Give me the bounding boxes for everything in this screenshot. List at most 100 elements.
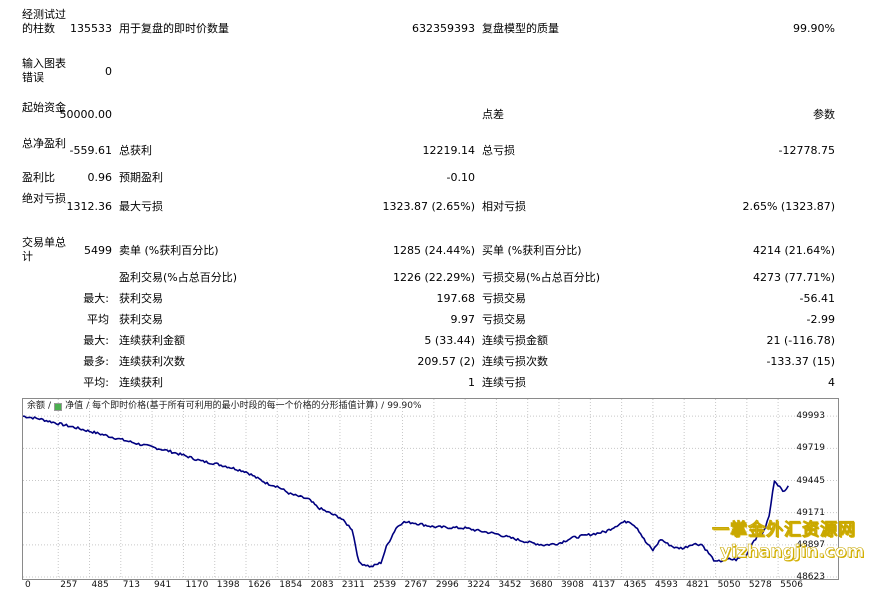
y-tick-label: 48897 <box>796 539 825 550</box>
deposit-label: 起始资金 <box>22 101 66 114</box>
watermark-title: 一掌金外汇资源网 <box>712 520 856 541</box>
x-tick-label: 3452 <box>498 580 522 590</box>
average-prefix: 平均 <box>87 313 109 326</box>
mismatch-label: 输入图表错误 <box>22 57 66 84</box>
chart-description: 每个即时价格(基于所有可利用的最小时段的每一个价格的分形插值计算) <box>92 401 379 411</box>
avg2-prefix: 平均: <box>83 376 109 389</box>
y-tick-label: 49445 <box>796 475 825 486</box>
bars-tested-label: 经测试过的柱数 <box>22 8 66 35</box>
abs-drawdown-label: 绝对亏损 <box>22 192 66 205</box>
profit-trades-value: 1226 (22.29%) <box>392 271 475 284</box>
max-cons-wins-value: 5 (33.44) <box>424 334 475 347</box>
abs-drawdown-value: 1312.36 <box>66 200 113 213</box>
x-tick-label: 4137 <box>592 580 616 590</box>
long-positions-value: 4214 (21.64%) <box>752 244 835 257</box>
max-prefix: 最大: <box>83 334 109 347</box>
x-tick-label: 2996 <box>435 580 459 590</box>
gross-profit-label: 总获利 <box>119 144 152 157</box>
x-tick-label: 4365 <box>623 580 647 590</box>
max-cons-profit-value: 209.57 (2) <box>417 355 475 368</box>
largest-profit-value: 197.68 <box>436 292 476 305</box>
x-tick-label: 4821 <box>686 580 710 590</box>
largest-profit-label: 获利交易 <box>119 292 163 305</box>
equity-legend-label: 净值 <box>65 401 84 411</box>
maximal-prefix: 最多: <box>83 355 109 368</box>
x-tick-label: 257 <box>60 580 78 590</box>
largest-prefix: 最大: <box>83 292 109 305</box>
x-tick-label: 5506 <box>780 580 803 590</box>
net-profit-label: 总净盈利 <box>22 137 66 150</box>
chart-quality: 99.90% <box>387 401 422 411</box>
loss-trades-label: 亏损交易(%占总百分比) <box>482 271 601 284</box>
x-tick-label: 2083 <box>310 580 334 590</box>
x-tick-label: 485 <box>91 580 109 590</box>
avg-cons-wins-value: 1 <box>468 376 475 389</box>
avg-cons-losses-label: 连续亏损 <box>482 376 526 389</box>
equity-swatch-icon <box>54 402 63 411</box>
y-tick-label: 49171 <box>796 507 825 518</box>
profit-factor-label: 盈利比 <box>22 171 55 184</box>
max-drawdown-value: 1323.87 (2.65%) <box>382 200 475 213</box>
x-axis-labels: 0 257 485 713 941 1170 1398 1626 1854 2083 2311 253… <box>0 580 887 592</box>
x-tick-label: 2311 <box>341 580 365 590</box>
avg-profit-value: 9.97 <box>450 313 476 326</box>
largest-loss-value: -56.41 <box>799 292 835 305</box>
x-tick-label: 1854 <box>279 580 303 590</box>
max-cons-profit-label: 连续获利次数 <box>119 355 185 368</box>
x-tick-label: 1626 <box>247 580 271 590</box>
gross-loss-value: -12778.75 <box>778 144 835 157</box>
x-tick-label: 0 <box>25 580 31 590</box>
avg-profit-label: 获利交易 <box>119 313 163 326</box>
total-trades-label: 交易单总计 <box>22 236 66 263</box>
x-tick-label: 941 <box>154 580 172 590</box>
ticks-value: 632359393 <box>412 22 475 35</box>
quality-value: 99.90% <box>793 22 835 35</box>
spread-value: 参数 <box>813 108 835 121</box>
spread-label: 点差 <box>482 108 504 121</box>
long-positions-label: 买单 (%获利百分比) <box>482 244 582 257</box>
max-drawdown-label: 最大亏损 <box>119 200 163 213</box>
x-tick-label: 713 <box>122 580 140 590</box>
x-tick-label: 4593 <box>654 580 678 590</box>
x-tick-label: 3908 <box>560 580 584 590</box>
max-cons-losses-label: 连续亏损金额 <box>482 334 548 347</box>
gross-profit-value: 12219.14 <box>422 144 476 157</box>
x-tick-label: 2539 <box>373 580 397 590</box>
profit-trades-label: 盈利交易(%占总百分比) <box>119 271 238 284</box>
avg-loss-label: 亏损交易 <box>482 313 526 326</box>
balance-line <box>23 415 789 568</box>
deposit-value: 50000.00 <box>59 108 113 121</box>
max-cons-wins-label: 连续获利金额 <box>119 334 185 347</box>
avg-cons-losses-value: 4 <box>828 376 835 389</box>
chart-legend: 余额 / 净值 / 每个即时价格(基于所有可利用的最小时段的每一个价格的分形插值… <box>27 401 422 411</box>
ticks-label: 用于复盘的即时价数量 <box>119 22 229 35</box>
x-tick-label: 5050 <box>717 580 741 590</box>
balance-legend-label: 余额 <box>27 401 46 411</box>
mismatch-value: 0 <box>105 65 112 78</box>
avg-cons-wins-label: 连续获利 <box>119 376 163 389</box>
x-tick-label: 2767 <box>404 580 428 590</box>
expected-payoff-label: 预期盈利 <box>119 171 163 184</box>
rel-drawdown-label: 相对亏损 <box>482 200 526 213</box>
bars-tested-value: 135533 <box>70 22 112 35</box>
rel-drawdown-value: 2.65% (1323.87) <box>742 200 835 213</box>
test-report: 经测试过的柱数 135533 用于复盘的即时价数量 632359393 复盘模型… <box>22 8 835 389</box>
short-positions-value: 1285 (24.44%) <box>392 244 475 257</box>
x-tick-label: 3224 <box>467 580 491 590</box>
balance-chart-svg <box>23 399 838 579</box>
total-trades-value: 5499 <box>84 244 112 257</box>
max-cons-loss-label: 连续亏损次数 <box>482 355 548 368</box>
quality-label: 复盘模型的质量 <box>482 22 559 35</box>
expected-payoff-value: -0.10 <box>446 171 475 184</box>
x-tick-label: 3680 <box>529 580 553 590</box>
x-tick-label: 5278 <box>748 580 772 590</box>
short-positions-label: 卖单 (%获利百分比) <box>119 244 219 257</box>
profit-factor-value: 0.96 <box>87 171 113 184</box>
max-cons-losses-value: 21 (-116.78) <box>766 334 835 347</box>
x-tick-label: 1398 <box>216 580 240 590</box>
balance-chart: 余额 / 净值 / 每个即时价格(基于所有可利用的最小时段的每一个价格的分形插值… <box>22 398 839 580</box>
gross-loss-label: 总亏损 <box>482 144 515 157</box>
y-tick-label: 49993 <box>796 411 825 422</box>
loss-trades-value: 4273 (77.71%) <box>752 271 835 284</box>
x-tick-label: 1170 <box>185 580 209 590</box>
